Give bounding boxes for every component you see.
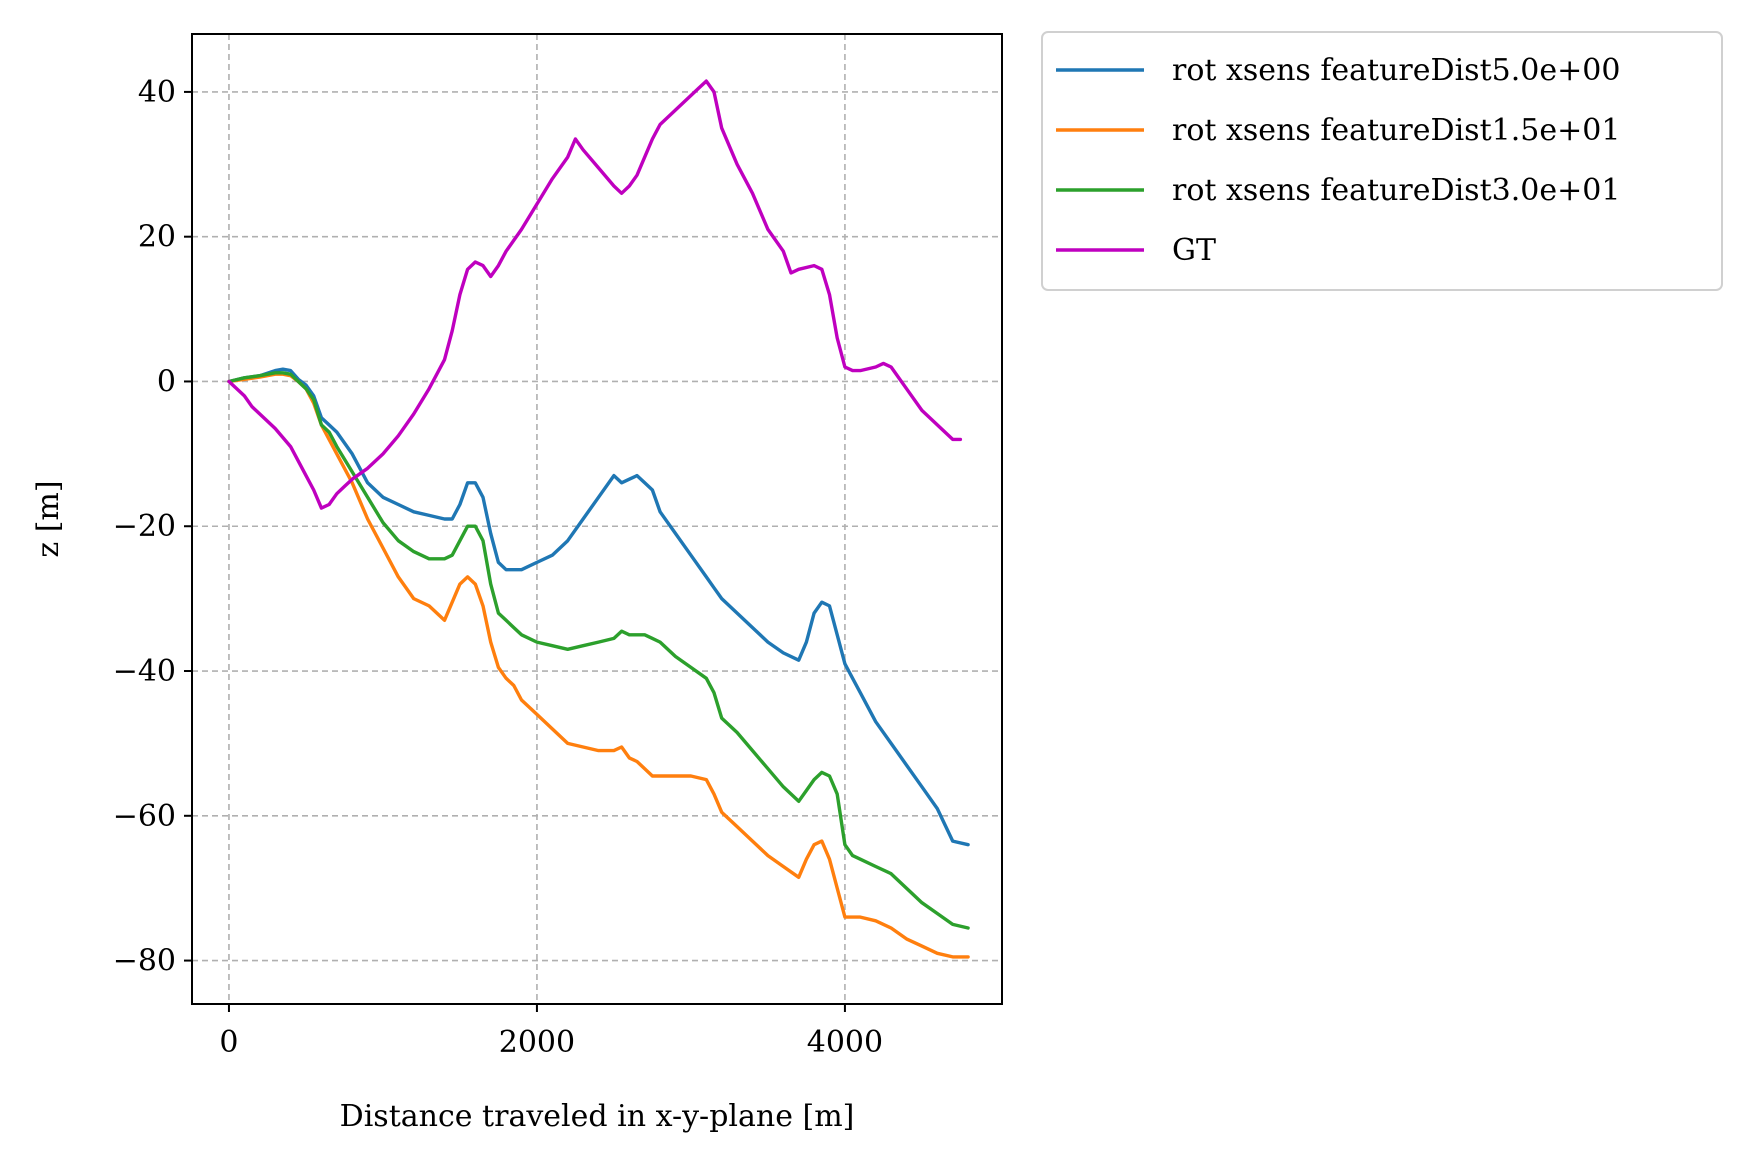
series-layer	[227, 79, 970, 959]
series-line	[227, 79, 963, 510]
series-line	[227, 371, 970, 930]
y-tick-label: −60	[113, 799, 176, 834]
legend-label: rot xsens featureDist1.5e+01	[1172, 113, 1620, 148]
y-tick-label: 0	[157, 364, 176, 399]
y-tick-label: −80	[113, 944, 176, 979]
series-line	[227, 367, 970, 847]
y-tick-label: 20	[138, 220, 176, 255]
legend-label: GT	[1172, 233, 1216, 268]
x-tick-label: 0	[219, 1025, 238, 1060]
axis-ticks: 0 2000 4000 40 20 0 −20 −40 −60 −80	[113, 75, 883, 1060]
legend-label: rot xsens featureDist3.0e+01	[1172, 173, 1620, 208]
grid-lines	[192, 34, 1002, 1004]
x-tick-label: 4000	[807, 1025, 883, 1060]
legend-box	[1041, 31, 1723, 291]
y-tick-label: −40	[113, 654, 176, 689]
legend: rot xsens featureDist5.0e+00 rot xsens fe…	[1041, 31, 1723, 291]
y-tick-label: −20	[113, 509, 176, 544]
x-axis-title: Distance traveled in x-y-plane [m]	[340, 1099, 855, 1134]
y-axis-title: z [m]	[31, 480, 66, 557]
series-line	[227, 372, 970, 959]
y-tick-label: 40	[138, 75, 176, 110]
legend-label: rot xsens featureDist5.0e+00	[1172, 53, 1620, 88]
plot-frame	[191, 33, 1003, 1005]
x-tick-label: 2000	[499, 1025, 575, 1060]
